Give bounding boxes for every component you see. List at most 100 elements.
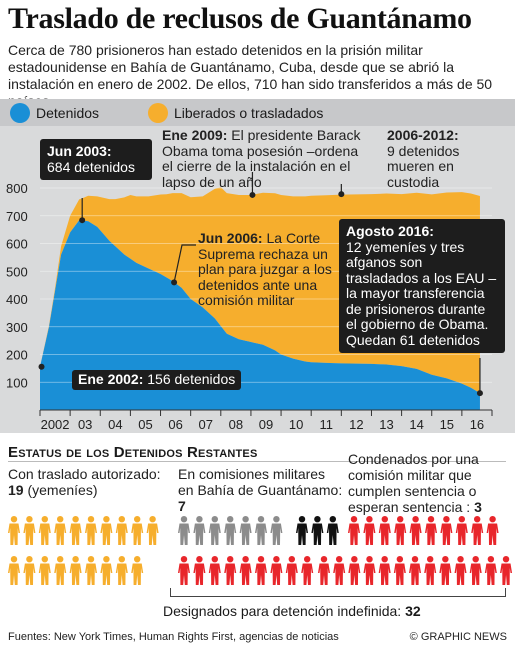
detainee-figure-commission bbox=[208, 516, 221, 545]
detainee-figure-authorized bbox=[38, 556, 51, 585]
y-tick-label: 400 bbox=[6, 292, 28, 307]
detainee-figure-indefinite bbox=[224, 556, 237, 585]
detainee-figure-indefinite bbox=[178, 556, 190, 585]
detainee-figure-commission bbox=[239, 516, 252, 545]
marker-jun-2006 bbox=[171, 279, 178, 286]
group-authorized-value: 19 bbox=[8, 482, 24, 498]
legend-label-released: Liberados o trasladados bbox=[174, 105, 324, 121]
detainee-figure-indefinite bbox=[270, 556, 283, 585]
group-convicted: Condenados por una comisión militar que … bbox=[348, 451, 508, 515]
detainee-figure-indefinite bbox=[454, 556, 467, 585]
group-authorized-transfer: Con traslado autorizado: 19 (yemeníes) bbox=[8, 466, 178, 498]
marker-ene-2009 bbox=[249, 191, 256, 198]
detainee-figure-indefinite bbox=[439, 556, 452, 585]
x-tick-label: 03 bbox=[78, 417, 92, 432]
detainee-figure-indefinite bbox=[500, 556, 513, 585]
detainee-figure-indefinite bbox=[333, 556, 346, 585]
x-tick-label: 2002 bbox=[41, 417, 70, 432]
y-tick-label: 800 bbox=[6, 181, 28, 196]
x-tick-label: 14 bbox=[409, 417, 423, 432]
annotation-jun-2006: Jun 2006: La Corte Suprema rechaza un pl… bbox=[198, 230, 338, 309]
legend-swatch-released bbox=[148, 103, 168, 123]
legend: Detenidos Liberados o trasladados bbox=[0, 99, 515, 126]
status-heading: Estatus de los Detenidos Restantes bbox=[8, 444, 258, 461]
x-tick-label: 04 bbox=[108, 417, 122, 432]
x-tick-label: 12 bbox=[349, 417, 363, 432]
detainee-figure-convicted bbox=[326, 516, 339, 545]
detainee-figure-commission bbox=[178, 516, 190, 545]
annotation-ene-2009: Ene 2009: El presidente Barack Obama tom… bbox=[162, 127, 367, 190]
indefinite-label: Designados para detención indefinida: bbox=[163, 603, 402, 619]
detainee-figure-authorized bbox=[115, 556, 128, 585]
detainee-figure-indefinite bbox=[378, 556, 391, 585]
annotation-jun-2006-text: La Corte Suprema rechaza un plan para ju… bbox=[198, 230, 332, 308]
detainee-figure-indefinite bbox=[318, 556, 330, 585]
detainee-figure-indefinite bbox=[378, 516, 391, 545]
detainee-figure-authorized bbox=[69, 516, 82, 545]
legend-detained: Detenidos bbox=[10, 103, 99, 123]
marker-ene-2002 bbox=[38, 363, 45, 370]
y-tick-label: 600 bbox=[6, 237, 28, 252]
legend-released: Liberados o trasladados bbox=[148, 103, 323, 123]
group-authorized-note: (yemeníes) bbox=[27, 482, 98, 498]
detainee-figure-indefinite bbox=[255, 556, 267, 585]
group-commissions-value: 7 bbox=[178, 498, 186, 514]
x-tick-label: 06 bbox=[168, 417, 182, 432]
detainee-figure-authorized bbox=[8, 516, 20, 545]
page-title: Traslado de reclusos de Guantánamo bbox=[8, 2, 472, 35]
detainee-figure-indefinite bbox=[301, 556, 314, 585]
detainee-figure-indefinite bbox=[239, 556, 252, 585]
detainee-figure-indefinite bbox=[393, 556, 406, 585]
detainee-figure-indefinite bbox=[285, 556, 298, 585]
detainee-figure-indefinite bbox=[486, 516, 499, 545]
detainee-figure-authorized bbox=[54, 556, 67, 585]
x-tick-label: 15 bbox=[440, 417, 454, 432]
detainee-figure-authorized bbox=[100, 556, 113, 585]
detainee-figure-indefinite bbox=[440, 516, 453, 545]
annotation-2006-2012-label: 2006-2012: bbox=[387, 127, 459, 143]
detainee-figure-authorized bbox=[8, 556, 20, 585]
detainee-figure-authorized bbox=[23, 556, 36, 585]
group-commissions-label: En comisiones militares en Bahía de Guan… bbox=[178, 466, 343, 498]
y-tick-label: 200 bbox=[6, 348, 28, 363]
detainee-figure-authorized bbox=[131, 516, 144, 545]
detainee-figure-indefinite bbox=[484, 556, 497, 585]
y-tick-label: 300 bbox=[6, 320, 28, 335]
x-tick-label: 08 bbox=[229, 417, 243, 432]
detainee-figure-indefinite bbox=[348, 556, 361, 585]
detainee-figure-indefinite bbox=[409, 556, 422, 585]
detainee-figure-authorized bbox=[146, 516, 159, 545]
detainee-figure-authorized bbox=[85, 516, 97, 545]
x-tick-label: 16 bbox=[470, 417, 484, 432]
detainee-figure-authorized bbox=[23, 516, 36, 545]
annotation-agosto-2016-text: 12 yemeníes y tres afganos son trasladad… bbox=[346, 238, 497, 348]
annotation-ene-2002-text: 156 detenidos bbox=[147, 371, 236, 387]
legend-label-detained: Detenidos bbox=[36, 105, 100, 121]
detainee-figure-convicted bbox=[311, 516, 324, 545]
detainee-figure-authorized bbox=[131, 556, 144, 585]
annotation-2006-2012: 2006-2012: 9 detenidos mueren en custodi… bbox=[387, 127, 497, 190]
annotation-agosto-2016-label: Agosto 2016: bbox=[346, 223, 434, 239]
x-tick-label: 11 bbox=[320, 417, 334, 432]
annotation-2006-2012-text: 9 detenidos mueren en custodia bbox=[387, 142, 460, 190]
detainee-figure-convicted bbox=[296, 516, 308, 545]
detainee-figure-commission bbox=[224, 516, 237, 545]
detained-area bbox=[40, 220, 480, 410]
detainee-figure-authorized bbox=[69, 556, 82, 585]
indefinite-value: 32 bbox=[405, 603, 421, 619]
footer-credit: © GRAPHIC NEWS bbox=[409, 631, 507, 643]
annotation-ene-2009-label: Ene 2009: bbox=[162, 127, 228, 143]
indefinite-bracket bbox=[170, 588, 506, 597]
annotation-jun-2003-label: Jun 2003: bbox=[47, 143, 112, 159]
group-convicted-label: Condenados por una comisión militar que … bbox=[348, 451, 479, 515]
divider bbox=[8, 461, 506, 462]
annotation-ene-2002-label: Ene 2002: bbox=[78, 371, 144, 387]
y-tick-label: 100 bbox=[6, 375, 28, 390]
indefinite-detention: Designados para detención indefinida: 32 bbox=[163, 603, 421, 619]
detainee-figure-indefinite bbox=[363, 516, 376, 545]
detainee-figure-commission bbox=[255, 516, 267, 545]
detainee-figure-indefinite bbox=[409, 516, 422, 545]
marker-2006-2012 bbox=[338, 191, 345, 198]
detainee-figure-indefinite bbox=[394, 516, 407, 545]
